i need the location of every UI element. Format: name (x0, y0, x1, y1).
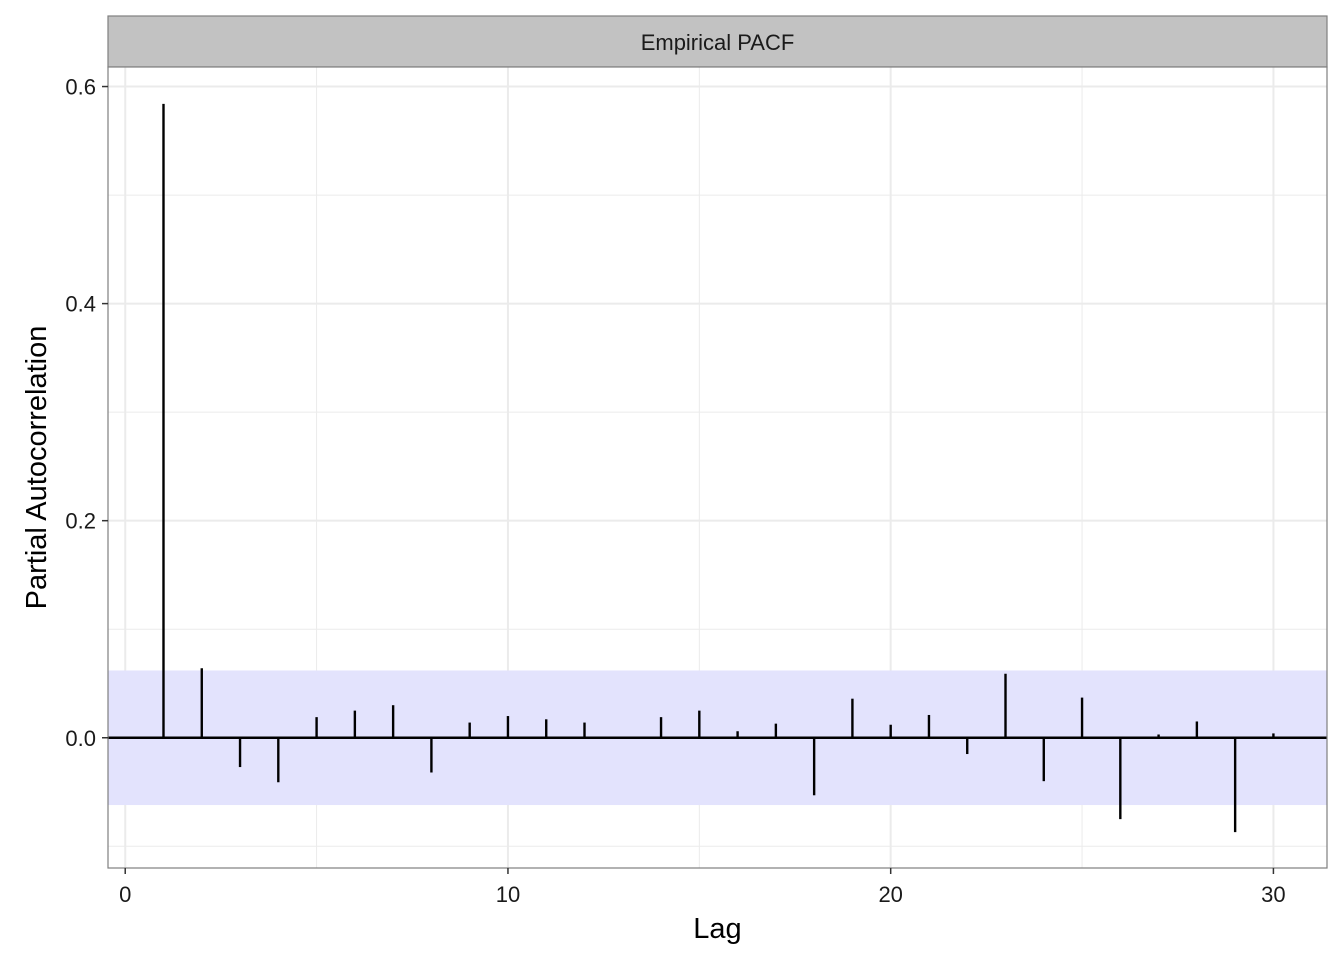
y-tick-label: 0.2 (65, 509, 96, 534)
x-tick-label: 10 (496, 882, 520, 907)
chart-title: Empirical PACF (641, 30, 795, 55)
y-tick-label: 0.6 (65, 75, 96, 100)
y-tick-label: 0.0 (65, 726, 96, 751)
plot-panel-border (107, 66, 1328, 869)
y-axis-title: Partial Autocorrelation (21, 326, 53, 610)
y-tick-label: 0.4 (65, 292, 96, 317)
x-tick-label: 20 (878, 882, 902, 907)
x-axis: 0 10 20 30 (119, 868, 1286, 907)
x-tick-label: 0 (119, 882, 131, 907)
facet-strip: Empirical PACF (107, 15, 1328, 68)
x-axis-title: Lag (693, 913, 741, 945)
y-axis: 0.0 0.2 0.4 0.6 (65, 75, 108, 751)
facet-strip-background (107, 15, 1328, 68)
x-tick-label: 30 (1261, 882, 1285, 907)
pacf-bars (162, 103, 1275, 833)
